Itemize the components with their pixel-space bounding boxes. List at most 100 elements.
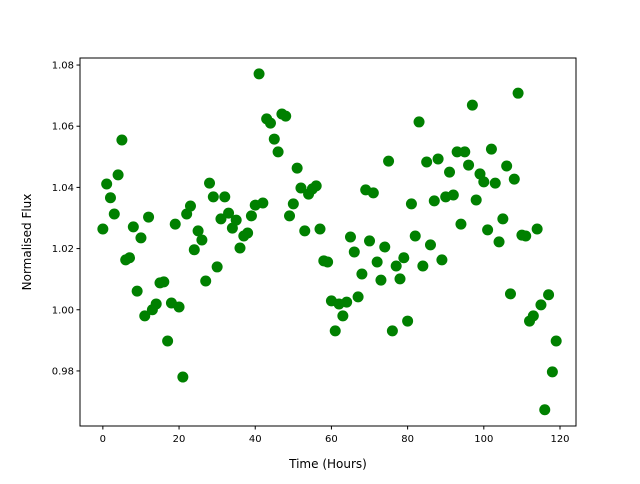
data-point <box>367 187 379 199</box>
y-tick-label: 1.00 <box>52 305 74 316</box>
data-point <box>398 252 410 264</box>
data-point <box>97 223 109 235</box>
data-point <box>417 260 429 272</box>
y-axis-label: Normalised Flux <box>20 194 34 291</box>
data-point <box>344 231 356 243</box>
data-point <box>348 246 360 258</box>
data-point <box>375 274 387 286</box>
data-point <box>184 200 196 212</box>
data-point <box>188 244 200 256</box>
data-point <box>150 298 162 310</box>
data-point <box>310 180 322 192</box>
y-tick-label: 1.08 <box>52 61 74 72</box>
data-point <box>379 241 391 253</box>
data-point <box>204 177 216 189</box>
data-point <box>432 153 444 165</box>
data-point <box>101 178 113 190</box>
data-point <box>546 366 558 378</box>
data-point <box>135 232 147 244</box>
data-point <box>371 256 383 268</box>
data-point <box>112 169 124 181</box>
data-point <box>207 191 219 203</box>
data-point <box>253 68 265 80</box>
y-axis-ticks: 0.98 1.00 1.02 1.04 1.06 1.08 <box>52 61 80 377</box>
x-tick-label: 100 <box>474 434 493 445</box>
data-point <box>219 191 231 203</box>
data-point <box>116 134 128 146</box>
data-point <box>143 211 155 223</box>
axes-frame <box>79 57 577 427</box>
data-point <box>234 242 246 254</box>
data-point <box>447 189 459 201</box>
data-point <box>352 291 364 303</box>
data-point <box>466 99 478 111</box>
data-point <box>264 117 276 129</box>
data-point <box>284 210 296 222</box>
data-point <box>512 87 524 99</box>
data-point <box>539 404 551 416</box>
data-point <box>459 146 471 158</box>
data-point <box>413 116 425 128</box>
x-tick-label: 80 <box>401 434 414 445</box>
data-point <box>272 146 284 158</box>
data-point <box>131 285 143 297</box>
data-point <box>341 296 353 308</box>
data-point <box>162 335 174 347</box>
data-point <box>139 310 151 322</box>
data-point <box>200 275 212 287</box>
x-tick-label: 20 <box>173 434 186 445</box>
data-point <box>257 197 269 209</box>
data-point <box>192 225 204 237</box>
data-point <box>383 155 395 167</box>
data-point <box>386 325 398 337</box>
data-point <box>520 230 532 242</box>
data-point <box>299 225 311 237</box>
data-point <box>169 218 181 230</box>
x-tick-label: 0 <box>100 434 106 445</box>
data-point <box>291 162 303 174</box>
data-point <box>230 214 242 226</box>
data-point <box>322 256 334 268</box>
data-point <box>543 289 555 301</box>
data-point <box>268 133 280 145</box>
x-tick-label: 60 <box>325 434 338 445</box>
y-tick-label: 1.02 <box>52 244 74 255</box>
data-point <box>444 166 456 178</box>
data-point <box>409 230 421 242</box>
data-point <box>394 273 406 285</box>
data-point <box>504 288 516 300</box>
data-point <box>364 235 376 247</box>
data-points <box>97 68 562 416</box>
data-point <box>482 224 494 236</box>
data-point <box>173 301 185 313</box>
data-point <box>245 210 257 222</box>
data-point <box>501 160 513 172</box>
x-axis-ticks: 0 20 40 60 80 100 120 <box>100 426 570 445</box>
data-point <box>421 156 433 168</box>
x-tick-label: 120 <box>550 434 569 445</box>
data-point <box>242 227 254 239</box>
data-point <box>127 221 139 233</box>
data-point <box>451 146 463 158</box>
data-point <box>196 234 208 246</box>
x-axis-label: Time (Hours) <box>288 457 367 471</box>
data-point <box>470 194 482 206</box>
data-point <box>405 198 417 210</box>
data-point <box>280 110 292 122</box>
y-tick-label: 0.98 <box>52 366 74 377</box>
data-point <box>550 335 562 347</box>
data-point <box>223 207 235 219</box>
data-point <box>211 261 223 273</box>
data-point <box>428 195 440 207</box>
data-point <box>497 213 509 225</box>
data-point <box>436 254 448 266</box>
data-point <box>493 236 505 248</box>
data-point <box>215 213 227 225</box>
data-point <box>531 223 543 235</box>
data-point <box>158 276 170 288</box>
data-point <box>108 208 120 220</box>
data-point <box>177 371 189 383</box>
data-point <box>455 218 467 230</box>
